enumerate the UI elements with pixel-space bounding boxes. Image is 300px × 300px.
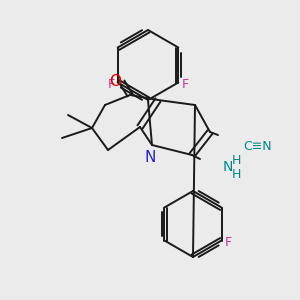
- Text: F: F: [181, 78, 188, 91]
- Text: N: N: [144, 150, 156, 165]
- Text: H: H: [231, 154, 241, 166]
- Text: O: O: [109, 74, 121, 88]
- Text: F: F: [108, 78, 115, 91]
- Text: F: F: [225, 236, 232, 249]
- Text: C≡N: C≡N: [243, 140, 272, 152]
- Text: H: H: [231, 167, 241, 181]
- Text: N: N: [223, 160, 233, 174]
